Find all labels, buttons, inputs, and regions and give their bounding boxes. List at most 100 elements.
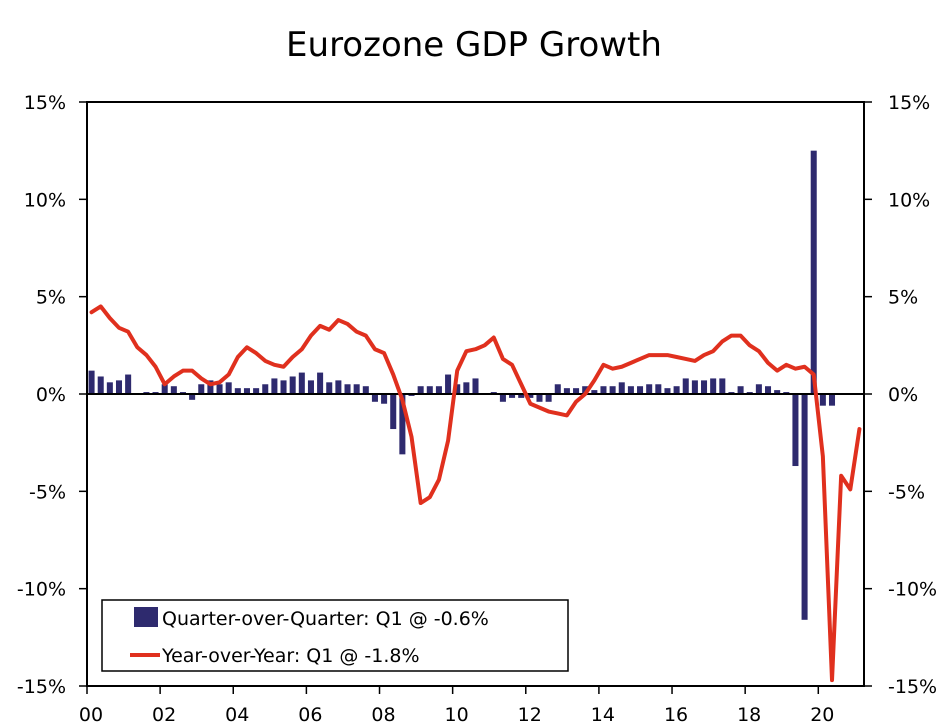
qoq-bar: [765, 386, 772, 394]
qoq-bar: [655, 384, 662, 394]
legend-label-yoy: Year-over-Year: Q1 @ -1.8%: [161, 645, 420, 667]
x-tick-label: 20: [810, 704, 834, 726]
qoq-bar: [499, 394, 506, 402]
qoq-bar: [627, 386, 634, 394]
qoq-bar: [88, 370, 95, 394]
chart-title: Eurozone GDP Growth: [286, 25, 662, 65]
qoq-bar: [682, 378, 689, 394]
y-tick-label-left: 10%: [24, 189, 66, 211]
qoq-bar: [362, 386, 369, 394]
qoq-bar: [828, 394, 836, 406]
qoq-bars: [88, 150, 836, 620]
y-tick-label-right: 0%: [888, 384, 918, 406]
qoq-bar: [271, 378, 278, 394]
axes: 15% 15% 10% 10% 5% 5% 0% 0% -5% -5% -10% -10% -15% -1…: [17, 92, 937, 726]
qoq-bar: [97, 376, 104, 394]
qoq-bar: [755, 384, 762, 394]
qoq-bar: [454, 384, 461, 394]
qoq-bar: [609, 386, 616, 394]
yoy-line-group: [89, 304, 862, 683]
qoq-bar: [344, 384, 351, 394]
qoq-bar: [243, 388, 250, 394]
qoq-bar: [280, 380, 287, 394]
x-tick-label: 14: [591, 704, 615, 726]
y-tick-label-left: -5%: [29, 481, 66, 503]
legend: Quarter-over-Quarter: Q1 @ -0.6% Year-ov…: [101, 599, 569, 672]
qoq-bar: [536, 394, 543, 402]
qoq-bar: [216, 384, 223, 394]
qoq-bar: [115, 380, 123, 394]
qoq-bar: [819, 394, 826, 406]
y-tick-label-right: -10%: [888, 579, 937, 601]
qoq-bar: [189, 394, 196, 400]
qoq-bar: [463, 382, 470, 394]
qoq-bar: [673, 386, 680, 394]
qoq-bar: [207, 380, 214, 394]
qoq-bar: [582, 386, 589, 394]
y-tick-label-left: 0%: [36, 384, 66, 406]
qoq-bar: [371, 394, 378, 402]
qoq-bar: [710, 378, 717, 394]
y-tick-label-right: 15%: [888, 92, 930, 114]
legend-box: [101, 599, 569, 672]
qoq-bar: [646, 384, 653, 394]
x-tick-label: 10: [445, 704, 469, 726]
y-tick-label-right: -15%: [888, 676, 937, 698]
qoq-bar: [472, 378, 479, 394]
qoq-bar: [664, 388, 671, 394]
qoq-bar: [417, 386, 424, 394]
y-tick-label-right: -5%: [888, 481, 925, 503]
qoq-bar: [426, 386, 433, 394]
y-tick-label-right: 10%: [888, 189, 930, 211]
qoq-bar: [326, 382, 333, 394]
qoq-bar: [792, 394, 799, 467]
qoq-bar: [106, 382, 113, 394]
qoq-bar: [225, 382, 232, 394]
qoq-bar: [317, 372, 324, 394]
qoq-bar: [618, 382, 625, 394]
qoq-bar: [262, 384, 269, 394]
y-tick-label-left: -10%: [17, 579, 66, 601]
qoq-bar: [591, 390, 598, 394]
qoq-bar: [719, 378, 726, 394]
x-tick-label: 02: [152, 704, 176, 726]
y-tick-label-left: 15%: [24, 92, 66, 114]
qoq-bar: [691, 380, 698, 394]
qoq-bar: [399, 394, 406, 455]
qoq-bar: [445, 374, 452, 394]
legend-swatch-qoq: [134, 607, 158, 627]
x-tick-label: 16: [664, 704, 688, 726]
qoq-bar: [353, 384, 360, 394]
qoq-bar: [509, 394, 516, 398]
qoq-bar: [381, 394, 388, 404]
qoq-bar: [435, 386, 442, 394]
qoq-bar: [234, 388, 241, 394]
qoq-bar: [801, 394, 808, 620]
qoq-bar: [307, 380, 314, 394]
yoy-line: [89, 304, 862, 683]
qoq-bar: [125, 374, 132, 394]
qoq-bar: [298, 372, 305, 394]
qoq-bar: [563, 388, 570, 394]
x-tick-label: 00: [79, 704, 103, 726]
qoq-bar: [253, 388, 260, 394]
qoq-bar: [810, 150, 817, 394]
legend-label-qoq: Quarter-over-Quarter: Q1 @ -0.6%: [162, 608, 489, 630]
qoq-bar: [170, 386, 177, 394]
qoq-bar: [161, 384, 168, 394]
qoq-bar: [600, 386, 607, 394]
qoq-bar: [198, 384, 205, 394]
qoq-bar: [335, 380, 342, 394]
y-tick-label-left: 5%: [36, 287, 66, 309]
qoq-bar: [737, 386, 744, 394]
qoq-bar: [554, 384, 561, 394]
x-tick-label: 18: [737, 704, 761, 726]
qoq-bar: [289, 376, 296, 394]
x-tick-label: 08: [371, 704, 395, 726]
qoq-bar: [701, 380, 708, 394]
qoq-bar: [518, 394, 525, 398]
x-tick-label: 04: [225, 704, 249, 726]
qoq-bar: [637, 386, 644, 394]
x-tick-label: 12: [518, 704, 542, 726]
